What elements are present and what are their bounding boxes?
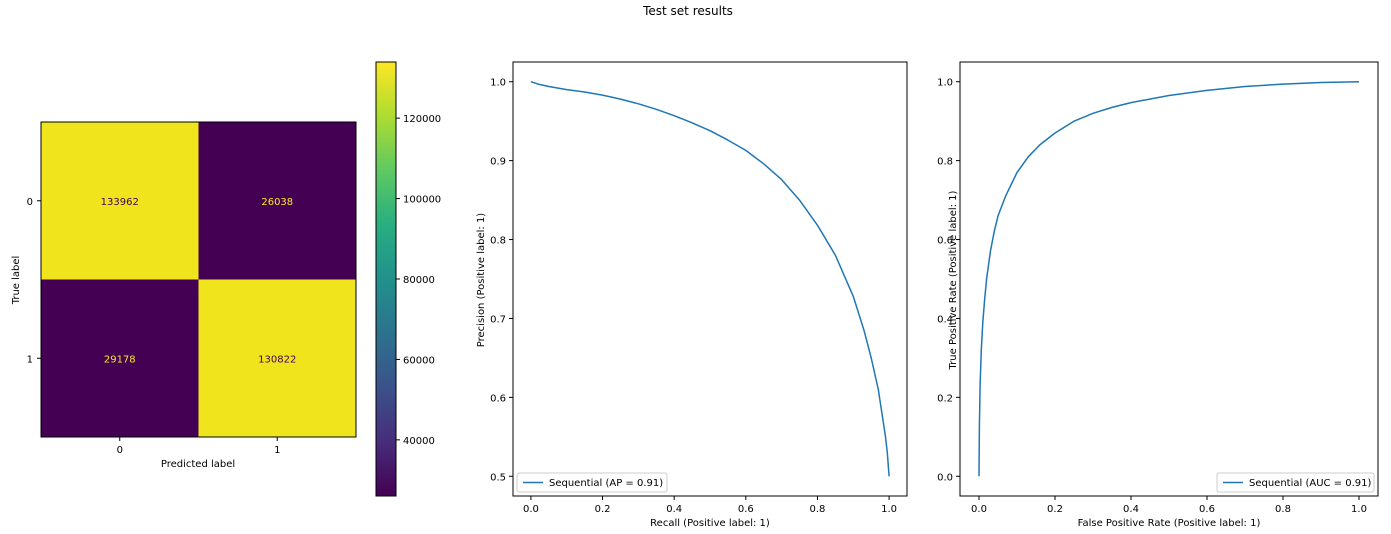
roc-ytick-label: 0.8 <box>937 157 953 168</box>
roc-xtick-label: 1.0 <box>1351 504 1367 515</box>
roc-series-line-0 <box>978 80 1360 477</box>
roc-legend-box <box>1216 472 1375 493</box>
roc-legend: Sequential (AUC = 0.91) <box>1216 472 1375 493</box>
pr-ytick-label: 1.0 <box>490 78 506 89</box>
roc-xtick-label: 0.2 <box>1047 504 1063 515</box>
pr-ylabel: Precision (Positive label: 1) <box>476 213 487 348</box>
colorbar-tick-label: 80000 <box>403 275 435 286</box>
cm-xtick-label: 0 <box>117 445 123 456</box>
cm-cell-1-1 <box>198 279 356 437</box>
roc-xlabel: False Positive Rate (Positive label: 1) <box>1078 518 1261 529</box>
cm-cell-label-1-0: 29178 <box>104 354 136 365</box>
colorbar-tick-label: 60000 <box>403 355 435 366</box>
pr-ytick-label: 0.5 <box>490 472 506 483</box>
precision-recall-plot: 0.0 0.2 0.4 0.6 0.8 1.0 0.5 0.6 0.7 0.8 0.9 1.0 Rec… <box>476 61 908 529</box>
figure-title: Test set results <box>642 4 733 18</box>
cm-ylabel: True label <box>11 256 22 306</box>
pr-axes-frame <box>512 61 908 497</box>
cm-cell-label-1-1: 130822 <box>258 354 296 365</box>
pr-xtick-label: 1.0 <box>881 504 897 515</box>
pr-legend-label: Sequential (AP = 0.91) <box>549 478 663 489</box>
cm-ytick-label: 1 <box>27 354 33 365</box>
roc-ylabel: True Positive Rate (Positive label: 1) <box>948 190 959 370</box>
roc-legend-label: Sequential (AUC = 0.91) <box>1249 478 1372 489</box>
roc-ytick-label: 0.4 <box>937 314 953 325</box>
cm-cell-label-0-1: 26038 <box>261 197 293 208</box>
pr-xtick-label: 0.8 <box>810 504 826 515</box>
colorbar-tick-label: 100000 <box>403 195 441 206</box>
confusion-matrix-frame <box>40 121 357 438</box>
roc-ytick-label: 0.0 <box>937 472 953 483</box>
pr-legend: Sequential (AP = 0.91) <box>516 472 668 493</box>
cm-ytick-label: 0 <box>27 197 33 208</box>
pr-xtick-label: 0.4 <box>666 504 682 515</box>
cm-cell-1-0 <box>41 279 199 437</box>
roc-plot: 0.0 0.2 0.4 0.6 0.8 1.0 0.0 0.2 0.4 0.6 0.8 1.0 Fal… <box>937 61 1379 529</box>
pr-xlabel: Recall (Positive label: 1) <box>650 518 770 529</box>
pr-legend-box <box>516 472 668 493</box>
pr-xtick-label: 0.6 <box>738 504 754 515</box>
cm-xlabel: Predicted label <box>161 459 235 470</box>
pr-xtick-label: 0.0 <box>523 504 539 515</box>
colorbar: 40000 60000 80000 100000 120000 <box>375 61 441 497</box>
pr-ytick-label: 0.8 <box>490 236 506 247</box>
roc-axes-frame <box>959 61 1379 497</box>
colorbar-tick-label: 40000 <box>403 436 435 447</box>
roc-xtick-label: 0.8 <box>1275 504 1291 515</box>
roc-ytick-label: 0.6 <box>937 236 953 247</box>
cm-cell-0-0 <box>41 122 199 280</box>
roc-ytick-label: 1.0 <box>937 78 953 89</box>
roc-xtick-label: 0.0 <box>971 504 987 515</box>
pr-ytick-label: 0.7 <box>490 314 506 325</box>
cm-xtick-label: 1 <box>274 445 280 456</box>
roc-xtick-label: 0.6 <box>1199 504 1215 515</box>
cm-cell-0-1 <box>198 122 356 280</box>
pr-series-line-0 <box>530 80 890 477</box>
colorbar-gradient <box>375 61 397 497</box>
pr-ytick-label: 0.9 <box>490 157 506 168</box>
cm-cell-label-0-0: 133962 <box>101 197 139 208</box>
colorbar-tick-label: 120000 <box>403 114 441 125</box>
roc-xtick-label: 0.4 <box>1123 504 1139 515</box>
confusion-matrix: 133962 26038 29178 130822 0 1 0 1 Predicted la… <box>11 121 357 470</box>
pr-ytick-label: 0.6 <box>490 393 506 404</box>
roc-ytick-label: 0.2 <box>937 393 953 404</box>
pr-xtick-label: 0.2 <box>595 504 611 515</box>
